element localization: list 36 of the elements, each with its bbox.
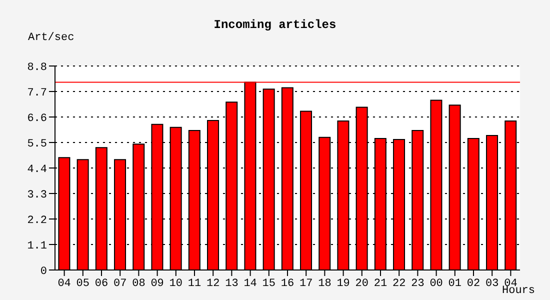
x-tick-label: 22 xyxy=(392,278,406,290)
y-tick-label: 8.8 xyxy=(27,62,47,74)
x-tick-label: 10 xyxy=(169,278,182,290)
x-tick-label: 04 xyxy=(58,278,72,290)
x-tick-label: 21 xyxy=(374,278,388,290)
x-tick-label: 18 xyxy=(318,278,332,290)
y-tick-label: 2.2 xyxy=(27,214,47,227)
x-tick-label: 01 xyxy=(448,278,462,290)
x-tick-label: 02 xyxy=(466,278,480,290)
x-tick-label: 23 xyxy=(411,278,424,290)
x-tick-label: 20 xyxy=(355,278,368,290)
y-tick-label: 0 xyxy=(40,266,47,278)
y-axis-title: Art/sec xyxy=(28,32,74,44)
x-tick-label: 14 xyxy=(244,278,258,290)
chart-title: Incoming articles xyxy=(212,18,338,32)
x-tick-label: 07 xyxy=(114,278,127,290)
x-tick-label: 09 xyxy=(150,278,164,290)
y-tick-label: 7.7 xyxy=(27,87,47,100)
x-tick-label: 17 xyxy=(300,278,313,290)
x-tick-label: 11 xyxy=(188,278,202,290)
x-tick-label: 08 xyxy=(132,278,146,290)
x-tick-label: 00 xyxy=(430,278,443,290)
y-tick-label: 5.5 xyxy=(27,138,47,150)
x-tick-label: 15 xyxy=(262,278,276,290)
x-tick-label: 03 xyxy=(486,278,499,290)
y-tick-label: 1.1 xyxy=(27,240,48,252)
x-tick-label: 13 xyxy=(225,278,238,290)
x-tick-label: 19 xyxy=(336,278,350,290)
x-tick-label: 16 xyxy=(280,278,294,290)
x-tick-label: 12 xyxy=(206,278,220,290)
y-tick-label: 4.4 xyxy=(27,164,48,176)
x-tick-label: 06 xyxy=(94,278,108,290)
y-tick-label: 3.3 xyxy=(27,189,47,202)
y-tick-label: 6.6 xyxy=(27,112,47,125)
x-tick-label: 05 xyxy=(76,278,90,290)
x-axis-title: Hours xyxy=(502,285,536,297)
